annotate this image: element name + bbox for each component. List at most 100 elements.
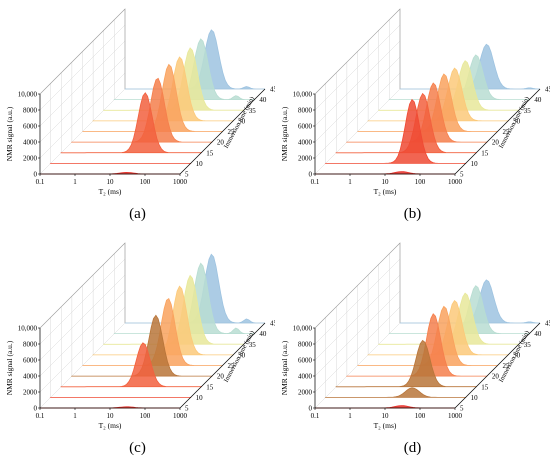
z-tick-label: 25 xyxy=(228,362,236,370)
y-tick-label: 6000 xyxy=(298,123,313,131)
z-tick-label: 15 xyxy=(481,149,489,157)
chart-svg: 0.1 1 10 100 10000200040006000800010,0005101… xyxy=(280,242,550,430)
y-tick-label: 10,000 xyxy=(293,325,313,333)
y-tick-label: 6000 xyxy=(298,357,313,365)
z-tick-label: 25 xyxy=(228,128,236,136)
z-tick-label: 10 xyxy=(471,160,479,168)
back-frame xyxy=(314,242,401,329)
panel-caption: (c) xyxy=(129,440,146,456)
series-area-5 xyxy=(315,171,455,175)
x-tick-label: 1 xyxy=(73,412,77,420)
y-tick-label: 10,000 xyxy=(18,325,38,333)
back-frame xyxy=(39,242,126,329)
x-tick-label: 1000 xyxy=(173,412,188,420)
x-tick-label: 0.1 xyxy=(36,178,45,186)
grid xyxy=(39,242,126,409)
z-tick-label: 10 xyxy=(196,394,204,402)
y-tick-label: 0 xyxy=(309,171,313,179)
series-area-15 xyxy=(60,92,203,154)
x-tick-label: 0.1 xyxy=(311,178,320,186)
y-tick-label: 6000 xyxy=(23,357,38,365)
z-tick-label: 40 xyxy=(259,330,267,338)
z-tick-label: 5 xyxy=(185,171,189,179)
chart-svg: 0.1 1 10 100 10000200040006000800010,0005101… xyxy=(5,8,275,196)
series-area-10 xyxy=(324,387,467,398)
x-tick-label: 100 xyxy=(140,412,151,420)
y-axis-label: NMR signal (a.u.) xyxy=(5,106,14,161)
grid xyxy=(314,242,401,409)
y-tick-label: 4000 xyxy=(23,373,38,381)
z-tick-label: 35 xyxy=(249,341,257,349)
x-tick-label: 10 xyxy=(382,412,390,420)
chart-svg: 0.1 1 10 100 10000200040006000800010,0005101… xyxy=(5,242,275,430)
y-tick-label: 6000 xyxy=(23,123,38,131)
y-tick-label: 4000 xyxy=(23,139,38,147)
z-axis-label: Immersion time (min) xyxy=(223,96,256,150)
x-axis-label: T₂ (ms) xyxy=(99,187,122,196)
z-tick-label: 45 xyxy=(545,86,550,94)
z-axis xyxy=(454,322,541,409)
z-tick-label: 30 xyxy=(513,117,521,125)
y-tick-label: 10,000 xyxy=(293,91,313,99)
y-axis-label: NMR signal (a.u.) xyxy=(280,106,289,161)
z-tick-label: 30 xyxy=(238,117,246,125)
x-tick-label: 10 xyxy=(107,178,115,186)
chart-panel: 0.1 1 10 100 1000 0 2000 4000 6000 8000 10,000 5 10 1… xyxy=(0,234,275,468)
y-tick-label: 4000 xyxy=(298,139,313,147)
y-tick-label: 0 xyxy=(34,405,38,413)
z-tick-label: 15 xyxy=(481,383,489,391)
x-tick-label: 1000 xyxy=(448,178,463,186)
x-axis-label: T₂ (ms) xyxy=(99,421,122,430)
chart-panel: 0.1 1 10 100 1000 0 2000 4000 6000 8000 10,000 5 10 1… xyxy=(275,0,550,234)
z-tick-label: 5 xyxy=(460,171,464,179)
x-tick-label: 100 xyxy=(140,178,151,186)
z-tick-label: 35 xyxy=(524,341,532,349)
x-tick-label: 0.1 xyxy=(36,412,45,420)
grid xyxy=(39,8,126,175)
z-tick-label: 45 xyxy=(545,320,550,328)
z-tick-label: 45 xyxy=(270,320,275,328)
z-tick-label: 40 xyxy=(534,330,542,338)
z-tick-label: 10 xyxy=(471,394,479,402)
x-tick-label: 10 xyxy=(107,412,115,420)
y-tick-label: 10,000 xyxy=(18,91,38,99)
z-tick-label: 25 xyxy=(503,128,511,136)
chart-panel: 0.1 1 10 100 1000 0 2000 4000 6000 8000 10,000 5 10 1… xyxy=(275,234,550,468)
y-tick-label: 4000 xyxy=(298,373,313,381)
y-tick-label: 8000 xyxy=(298,107,313,115)
y-axis-label: NMR signal (a.u.) xyxy=(280,340,289,395)
z-axis xyxy=(454,88,541,175)
z-tick-label: 35 xyxy=(524,107,532,115)
y-tick-label: 8000 xyxy=(23,107,38,115)
z-tick-label: 5 xyxy=(185,405,189,413)
z-tick-label: 20 xyxy=(492,373,500,381)
z-tick-label: 20 xyxy=(492,139,500,147)
z-tick-label: 40 xyxy=(534,96,542,104)
z-axis xyxy=(179,88,266,175)
x-tick-label: 100 xyxy=(415,412,426,420)
panel-caption: (d) xyxy=(403,440,422,456)
z-tick-label: 20 xyxy=(217,373,225,381)
z-tick-label: 45 xyxy=(270,86,275,94)
z-axis xyxy=(179,322,266,409)
y-tick-label: 2000 xyxy=(298,155,313,163)
panel-caption: (a) xyxy=(129,206,146,222)
z-tick-label: 15 xyxy=(206,383,214,391)
z-tick-label: 30 xyxy=(513,351,521,359)
z-axis-label: Immersion time (min) xyxy=(498,330,531,384)
y-tick-label: 2000 xyxy=(298,389,313,397)
y-tick-label: 2000 xyxy=(23,389,38,397)
z-tick-label: 20 xyxy=(217,139,225,147)
x-axis-label: T₂ (ms) xyxy=(374,421,397,430)
y-tick-label: 2000 xyxy=(23,155,38,163)
z-tick-label: 35 xyxy=(249,107,257,115)
series-area-5 xyxy=(315,405,455,409)
x-tick-label: 1 xyxy=(73,178,77,186)
x-axis-label: T₂ (ms) xyxy=(374,187,397,196)
z-tick-label: 30 xyxy=(238,351,246,359)
chart-svg: 0.1 1 10 100 10000200040006000800010,0005101… xyxy=(280,8,550,196)
series-area-15 xyxy=(335,339,478,388)
x-tick-label: 1000 xyxy=(173,178,188,186)
y-tick-label: 0 xyxy=(309,405,313,413)
